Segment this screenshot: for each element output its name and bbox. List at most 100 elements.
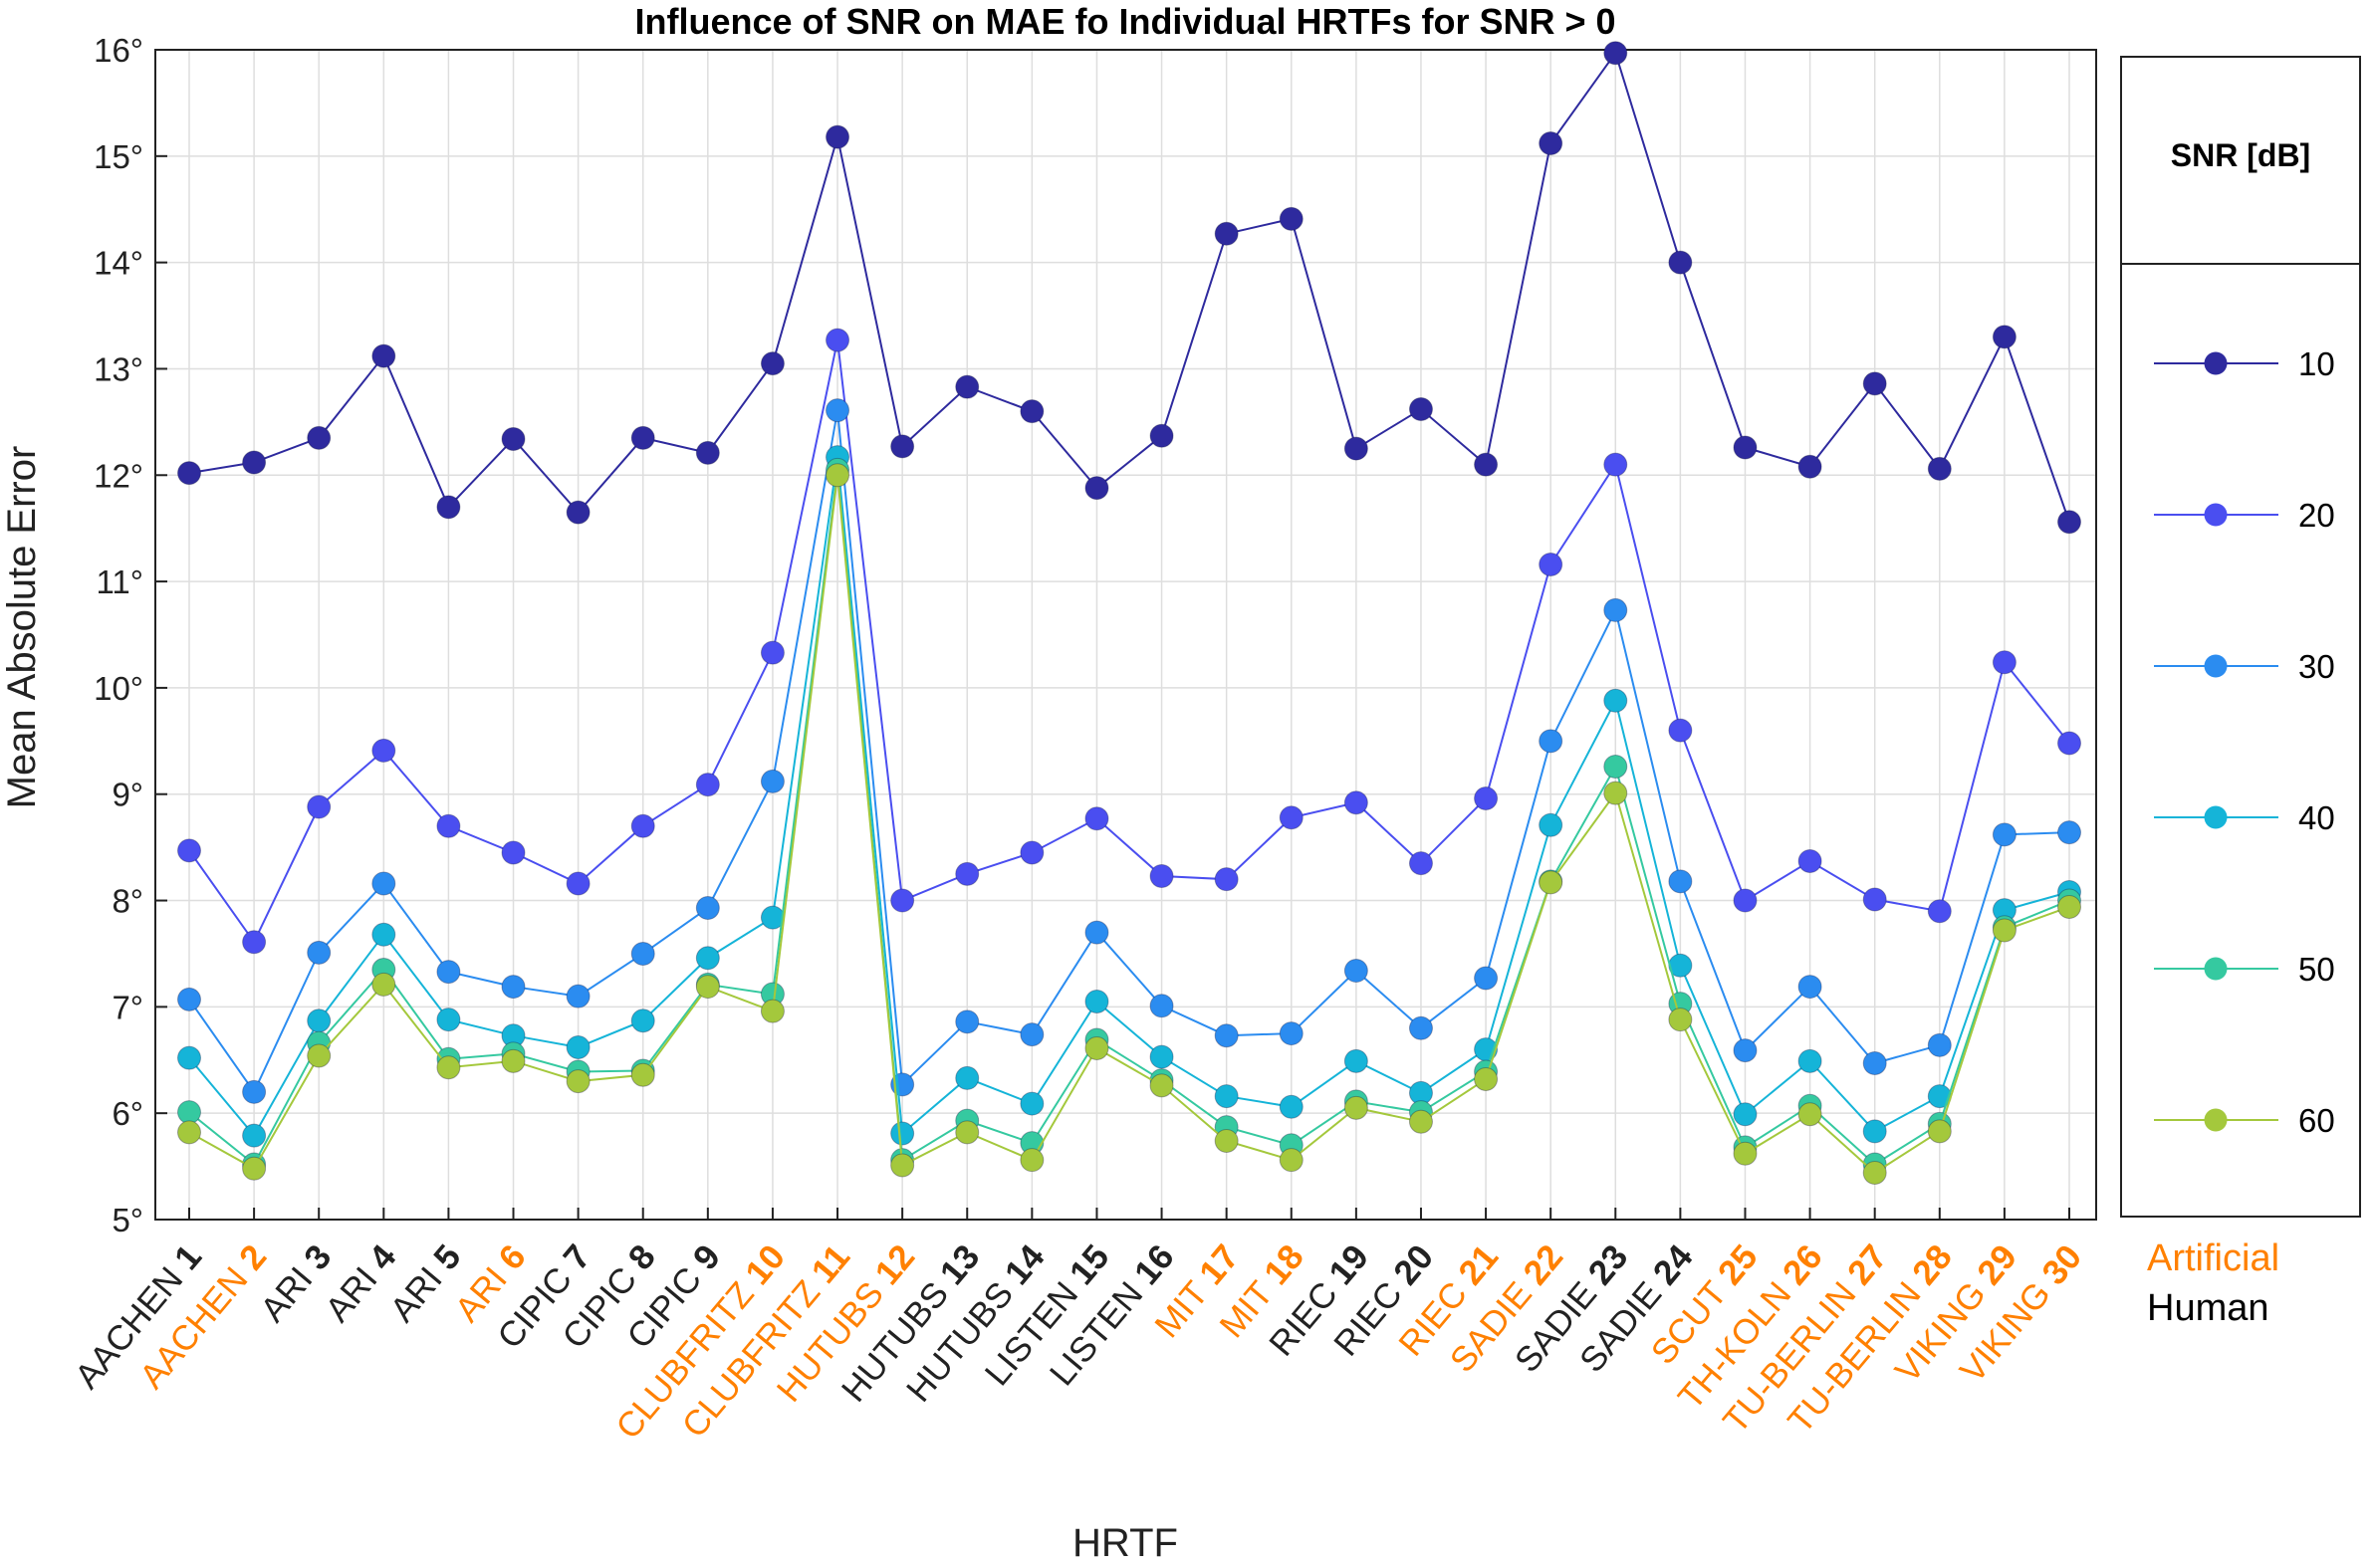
- data-point: [1539, 729, 1563, 754]
- data-point: [242, 1156, 267, 1181]
- data-point: [1214, 1084, 1239, 1109]
- category-key: Artificial Human: [2147, 1237, 2279, 1329]
- series-10: [177, 41, 2081, 535]
- data-point: [566, 1069, 591, 1094]
- data-point: [501, 975, 526, 1000]
- data-point: [177, 461, 201, 486]
- data-point: [1603, 688, 1628, 713]
- data-point: [1343, 1095, 1368, 1120]
- data-point: [1020, 399, 1045, 424]
- series-line: [188, 469, 2070, 1166]
- data-point: [1927, 899, 1952, 924]
- data-point: [1992, 822, 2017, 847]
- series-40: [177, 445, 2081, 1148]
- data-point: [955, 861, 980, 886]
- data-point: [436, 1008, 461, 1032]
- data-point: [1214, 1023, 1239, 1048]
- data-point: [955, 1009, 980, 1034]
- y-tick-label: 16°: [94, 32, 143, 69]
- data-point: [501, 426, 526, 451]
- legend-entry-30: 30: [2154, 648, 2335, 685]
- data-point: [1084, 1036, 1109, 1061]
- data-point: [1733, 1038, 1758, 1063]
- legend-entry-10: 10: [2154, 345, 2335, 382]
- legend-label: 40: [2298, 799, 2335, 836]
- data-point: [371, 972, 396, 997]
- series-line: [188, 409, 2070, 1094]
- data-point: [1149, 1073, 1174, 1098]
- data-point: [890, 888, 915, 913]
- data-point: [242, 450, 267, 475]
- data-point: [371, 343, 396, 368]
- data-point: [371, 871, 396, 896]
- data-point: [307, 425, 332, 450]
- data-point: [177, 1120, 201, 1145]
- data-point: [1214, 221, 1239, 246]
- data-point: [1992, 650, 2017, 675]
- data-point: [695, 440, 720, 465]
- data-point: [630, 1062, 655, 1087]
- data-point: [1862, 1050, 1887, 1075]
- data-point: [1343, 959, 1368, 984]
- legend-label: 60: [2298, 1102, 2335, 1139]
- data-point: [1927, 1119, 1952, 1144]
- data-point: [436, 813, 461, 838]
- data-point: [760, 640, 785, 665]
- legend-title: SNR [dB]: [2171, 137, 2310, 173]
- y-tick-label: 9°: [112, 777, 143, 813]
- data-point: [1603, 781, 1628, 805]
- data-point: [1862, 887, 1887, 912]
- data-point: [242, 1123, 267, 1148]
- data-point: [1020, 1148, 1045, 1173]
- data-point: [1279, 1148, 1304, 1173]
- category-key-human: Human: [2147, 1287, 2269, 1329]
- data-point: [1797, 454, 1822, 479]
- y-tick-label: 8°: [112, 883, 143, 920]
- legend-marker: [2204, 805, 2228, 829]
- legend-label: 30: [2298, 648, 2335, 685]
- data-point: [501, 1048, 526, 1073]
- data-point: [1149, 1044, 1174, 1069]
- data-point: [242, 930, 267, 955]
- data-point: [630, 1008, 655, 1033]
- data-point: [1603, 754, 1628, 779]
- data-point: [1408, 1015, 1433, 1040]
- data-point: [760, 351, 785, 376]
- data-point: [1408, 397, 1433, 422]
- data-point: [242, 1079, 267, 1104]
- data-point: [695, 773, 720, 797]
- data-point: [1020, 1022, 1045, 1047]
- data-point: [1539, 553, 1563, 576]
- data-point: [2057, 894, 2081, 919]
- data-point: [307, 940, 332, 965]
- data-point: [1214, 867, 1239, 892]
- legend-entry-60: 60: [2154, 1102, 2335, 1139]
- data-point: [1149, 994, 1174, 1018]
- data-point: [1343, 436, 1368, 461]
- y-tick-label: 13°: [94, 350, 143, 387]
- data-point: [1927, 1032, 1952, 1057]
- data-point: [1020, 840, 1045, 865]
- series-20: [177, 328, 2081, 955]
- data-point: [1603, 597, 1628, 622]
- data-point: [1603, 452, 1628, 477]
- data-point: [1539, 870, 1563, 895]
- legend-label: 20: [2298, 497, 2335, 534]
- data-point: [1927, 456, 1952, 481]
- data-point: [890, 1121, 915, 1146]
- data-point: [371, 738, 396, 763]
- x-tick-label: ARI 3: [253, 1237, 339, 1329]
- legend-marker: [2204, 503, 2228, 527]
- chart-title: Influence of SNR on MAE fo Individual HR…: [634, 1, 1615, 42]
- data-point: [1084, 806, 1109, 831]
- data-point: [1084, 476, 1109, 501]
- data-point: [760, 999, 785, 1023]
- data-point: [1408, 1109, 1433, 1134]
- data-point: [1668, 250, 1693, 275]
- data-point: [1797, 1048, 1822, 1073]
- y-tick-label: 11°: [97, 563, 143, 600]
- data-point: [1084, 920, 1109, 945]
- series-50: [177, 457, 2081, 1177]
- legend-marker: [2204, 351, 2228, 375]
